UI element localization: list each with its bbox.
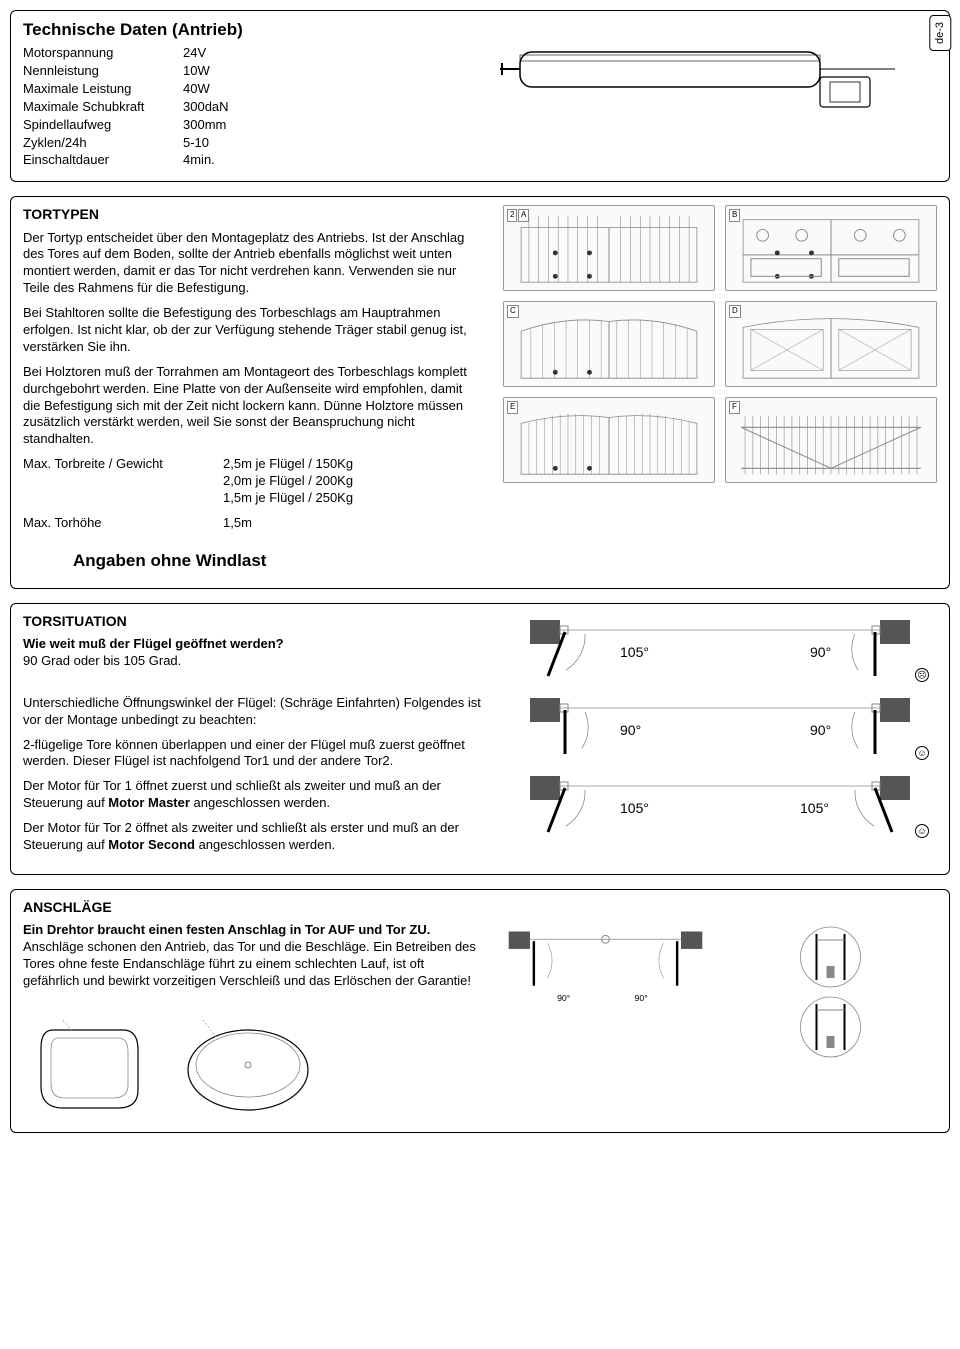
gate-figure-f: F — [725, 397, 937, 483]
torsit-p4: Der Motor für Tor 2 öffnet als zweiter u… — [23, 820, 483, 854]
spec-value: 40W — [183, 81, 443, 98]
spec-value: 4min. — [183, 152, 443, 169]
angle-figure-2: 90° 90° ☺ — [503, 690, 937, 762]
tortypen-p3: Bei Holztoren muß der Torrahmen am Monta… — [23, 364, 483, 448]
torsituation-title: TORSITUATION — [23, 612, 483, 630]
spec-value: 5-10 — [183, 135, 443, 152]
anschlaege-section: ANSCHLÄGE Ein Drehtor braucht einen fest… — [10, 889, 950, 1133]
happy-face-icon: ☺ — [915, 746, 929, 760]
spec-label: Spindellaufweg — [23, 117, 183, 134]
torsit-answer: 90 Grad oder bis 105 Grad. — [23, 653, 181, 668]
happy-face-icon: ☺ — [915, 824, 929, 838]
dim-value: 2,0m je Flügel / 200Kg — [223, 473, 483, 490]
spec-value: 300mm — [183, 117, 443, 134]
torsit-p2: 2-flügelige Tore können überlappen und e… — [23, 737, 483, 771]
dim-value: 1,5m je Flügel / 250Kg — [223, 490, 483, 507]
page-number: de-3 — [929, 15, 951, 51]
spec-value: 300daN — [183, 99, 443, 116]
svg-text:105°: 105° — [620, 800, 649, 816]
anschlaege-title: ANSCHLÄGE — [23, 898, 937, 916]
svg-text:90°: 90° — [810, 722, 831, 738]
gate-figure-b: B — [725, 205, 937, 291]
figure-label: A — [518, 209, 529, 221]
stop-shape-1 — [23, 1010, 153, 1120]
torsit-p3: Der Motor für Tor 1 öffnet zuerst und sc… — [23, 778, 483, 812]
figure-label: C — [507, 305, 519, 317]
svg-text:90°: 90° — [810, 644, 831, 660]
torsit-question: Wie weit muß der Flügel geöffnet werden? — [23, 636, 284, 651]
dim-value: 1,5m — [223, 515, 483, 532]
tortypen-p2: Bei Stahltoren sollte die Befestigung de… — [23, 305, 483, 356]
spec-label: Motorspannung — [23, 45, 183, 62]
spec-value: 10W — [183, 63, 443, 80]
angle-figure-1: 105° 90° ☹ — [503, 612, 937, 684]
dim-label: Max. Torhöhe — [23, 515, 223, 532]
anschlag-top-view: 90° 90° — [499, 922, 712, 1067]
spec-title: Technische Daten (Antrieb) — [23, 19, 443, 41]
dim-value: 2,5m je Flügel / 150Kg — [223, 456, 483, 473]
spec-label: Maximale Leistung — [23, 81, 183, 98]
tortypen-p1: Der Tortyp entscheidet über den Montagep… — [23, 230, 483, 298]
spec-table-container: Technische Daten (Antrieb) Motorspannung… — [23, 19, 443, 169]
tortypen-title: TORTYPEN — [23, 205, 483, 223]
anschlaege-p1: Ein Drehtor braucht einen festen Anschla… — [23, 922, 483, 990]
spec-label: Einschaltdauer — [23, 152, 183, 169]
spec-section: de-3 Technische Daten (Antrieb) Motorspa… — [10, 10, 950, 182]
svg-text:105°: 105° — [800, 800, 829, 816]
figure-label: F — [729, 401, 740, 413]
gate-figure-e: E — [503, 397, 715, 483]
stop-shape-2 — [173, 1010, 323, 1120]
figure-label: 2 — [507, 209, 517, 221]
angle-figure-3: 105° 105° ☺ — [503, 768, 937, 840]
sad-face-icon: ☹ — [915, 668, 929, 682]
spec-value: 24V — [183, 45, 443, 62]
svg-text:90°: 90° — [557, 993, 570, 1003]
figure-label: E — [507, 401, 518, 413]
gate-figure-a: 2 A — [503, 205, 715, 291]
torsit-p1: Unterschiedliche Öffnungswinkel der Flüg… — [23, 695, 483, 729]
gate-figure-d: D — [725, 301, 937, 387]
windlast-note: Angaben ohne Windlast — [73, 550, 483, 572]
figure-label: B — [729, 209, 740, 221]
torsituation-section: TORSITUATION Wie weit muß der Flügel geö… — [10, 603, 950, 875]
motor-illustration — [463, 19, 937, 132]
gate-figure-c: C — [503, 301, 715, 387]
anschlag-detail-views — [724, 922, 937, 1067]
spec-label: Zyklen/24h — [23, 135, 183, 152]
spec-label: Maximale Schubkraft — [23, 99, 183, 116]
tortypen-section: TORTYPEN Der Tortyp entscheidet über den… — [10, 196, 950, 589]
svg-text:90°: 90° — [620, 722, 641, 738]
figure-label: D — [729, 305, 741, 317]
svg-text:105°: 105° — [620, 644, 649, 660]
dim-label: Max. Torbreite / Gewicht — [23, 456, 223, 507]
svg-text:90°: 90° — [635, 993, 648, 1003]
spec-label: Nennleistung — [23, 63, 183, 80]
spec-table: Motorspannung 24V Nennleistung 10W Maxim… — [23, 45, 443, 169]
